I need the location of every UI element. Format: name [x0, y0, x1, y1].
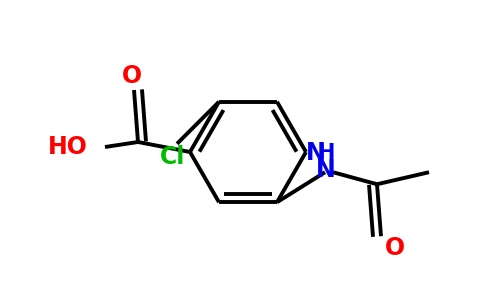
Text: O: O [385, 236, 405, 260]
Text: N: N [306, 141, 326, 165]
Text: Cl: Cl [160, 145, 186, 169]
Text: N: N [316, 158, 336, 182]
Text: H: H [318, 143, 335, 163]
Text: O: O [122, 64, 142, 88]
Text: HO: HO [48, 135, 88, 159]
